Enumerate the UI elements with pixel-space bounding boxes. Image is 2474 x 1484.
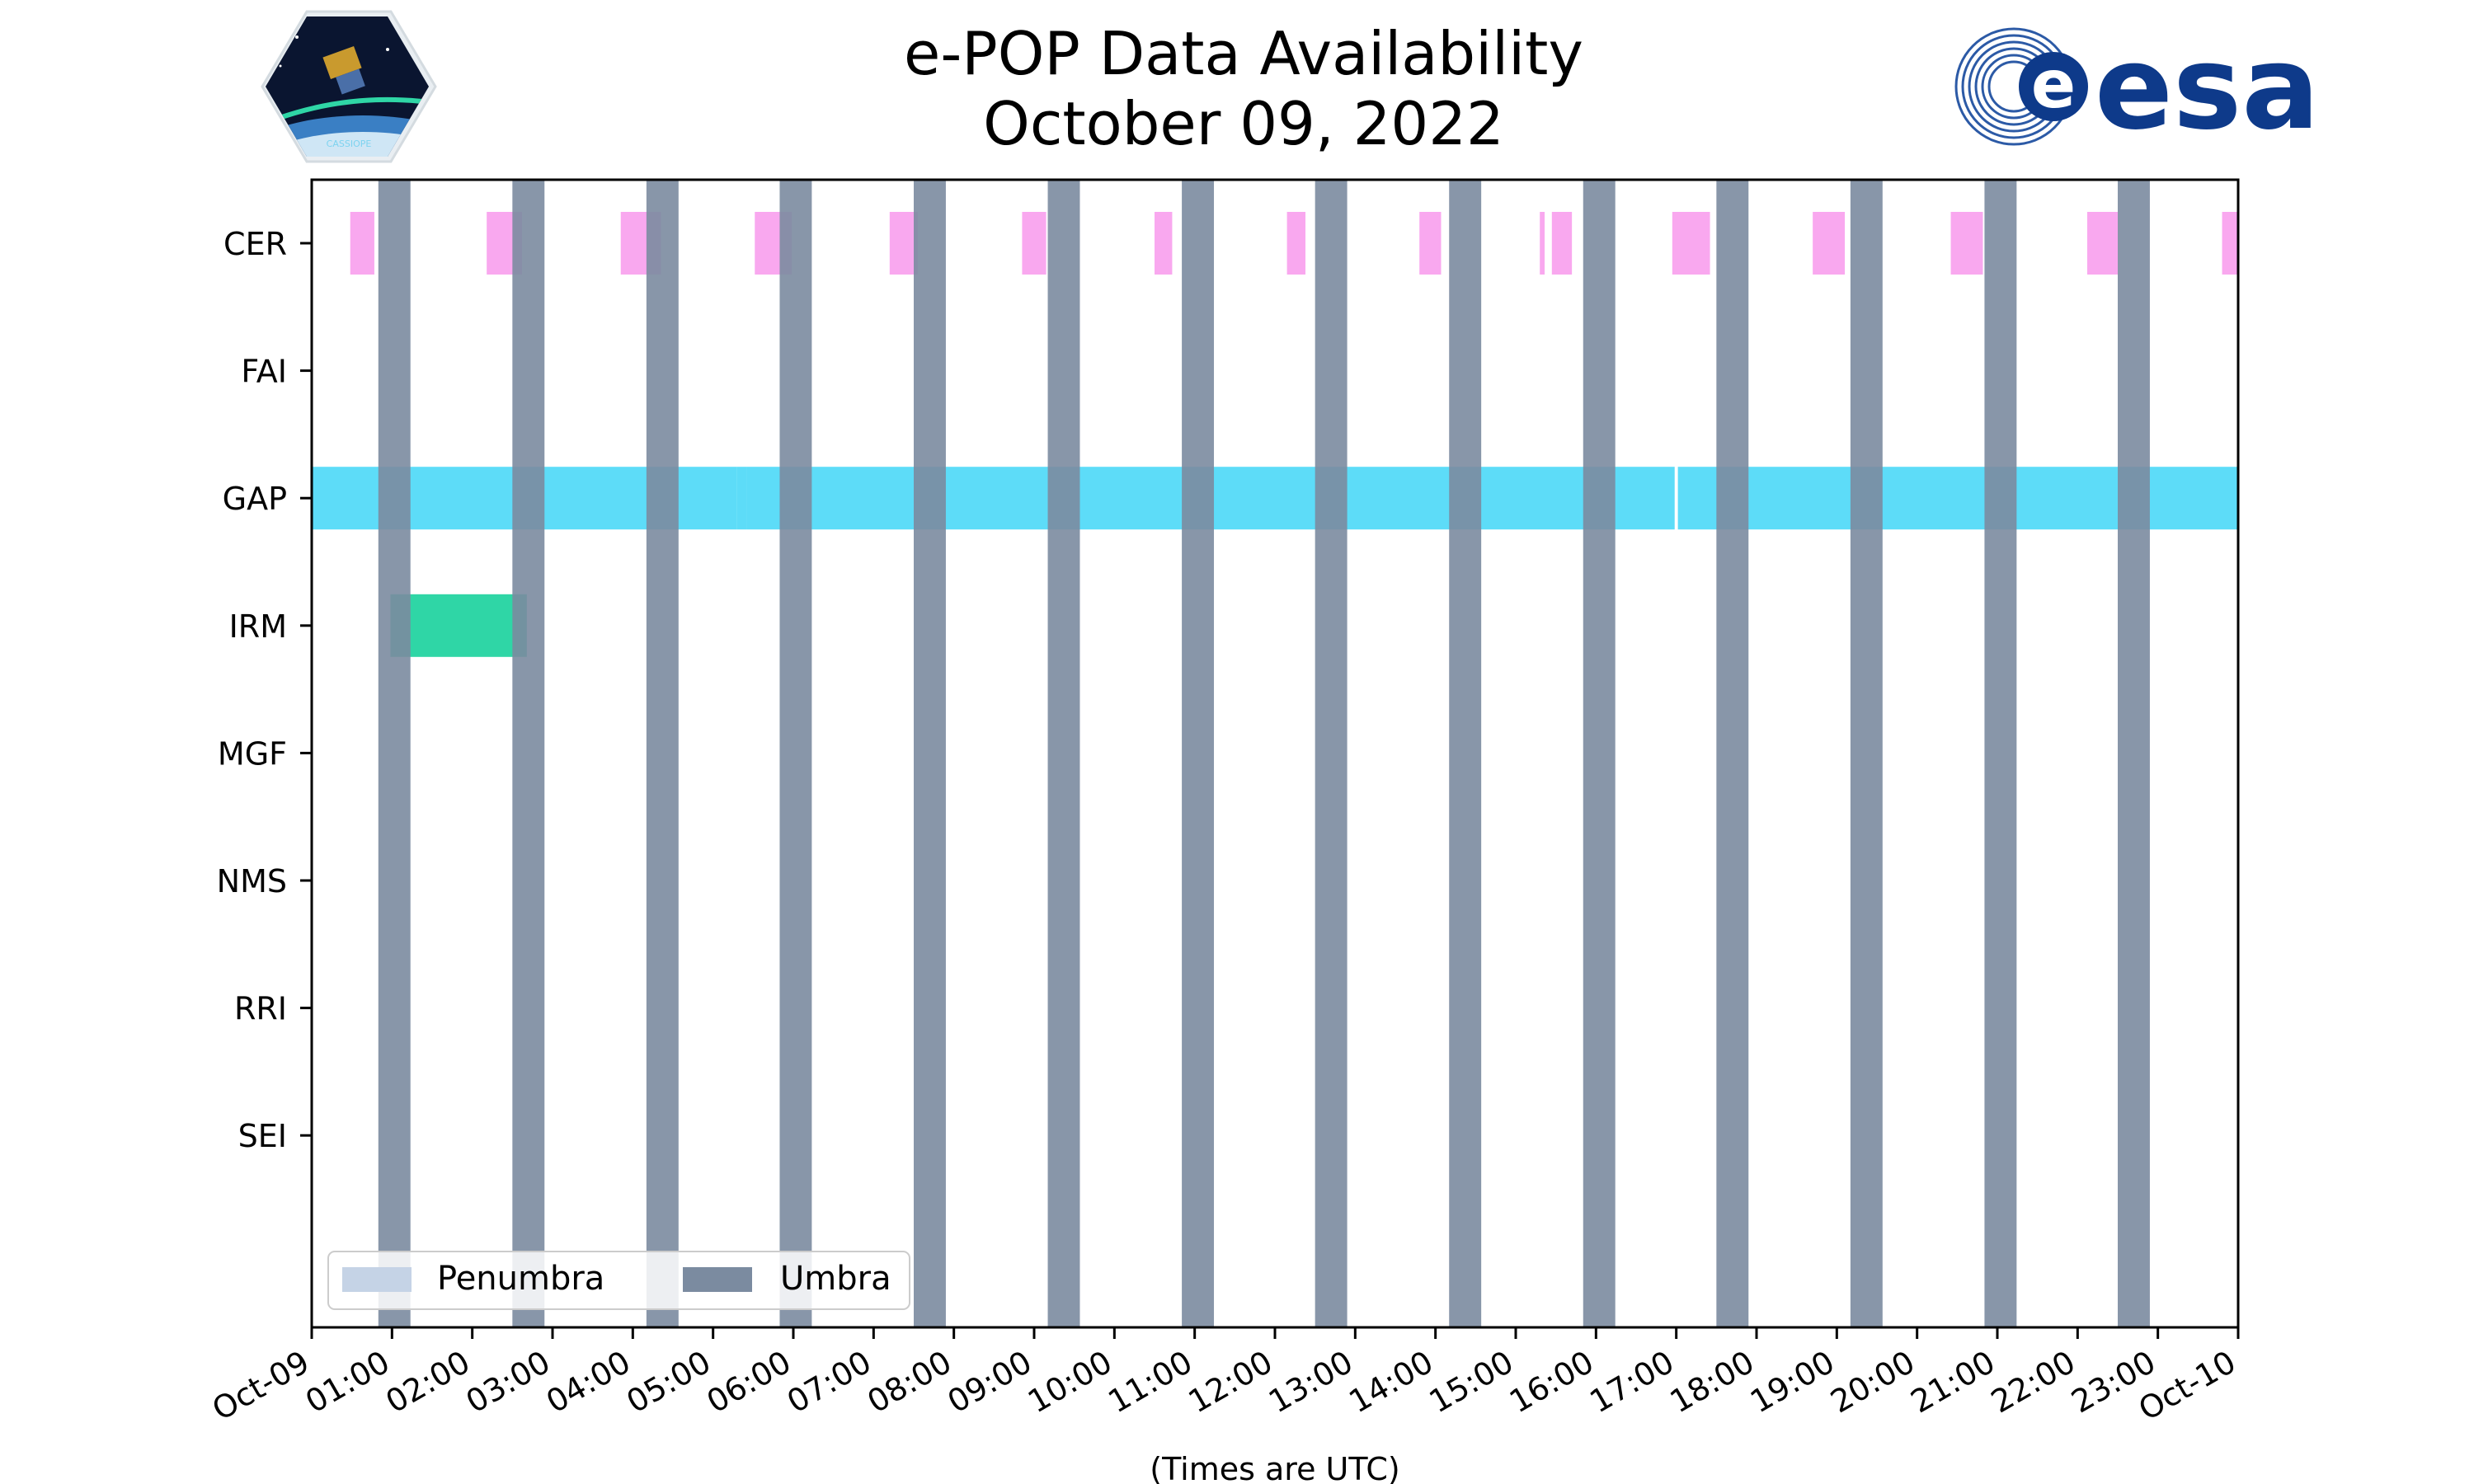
bar-cer bbox=[1155, 212, 1173, 275]
legend-swatch-penumbra bbox=[342, 1267, 412, 1292]
umbra-band bbox=[1583, 180, 1616, 1327]
x-axis-label: (Times are UTC) bbox=[1150, 1451, 1399, 1484]
x-tick-label: 10:00 bbox=[1022, 1344, 1118, 1421]
y-tick-label-rri: RRI bbox=[234, 991, 287, 1027]
y-tick-label-fai: FAI bbox=[241, 354, 287, 390]
y-tick-label-nms: NMS bbox=[217, 863, 287, 899]
bar-cer bbox=[1540, 212, 1545, 275]
bar-gap bbox=[1677, 467, 2238, 530]
x-tick-label: 22:00 bbox=[1985, 1344, 2081, 1421]
bar-cer bbox=[1286, 212, 1305, 275]
x-tick-label: 19:00 bbox=[1744, 1344, 1841, 1421]
umbra-band bbox=[1449, 180, 1482, 1327]
svg-text:CASSIOPE: CASSIOPE bbox=[327, 139, 372, 149]
bar-cer bbox=[350, 212, 374, 275]
umbra-band bbox=[1182, 180, 1215, 1327]
umbra-band bbox=[1984, 180, 2017, 1327]
legend-label-umbra: Umbra bbox=[780, 1260, 891, 1298]
umbra-band bbox=[378, 180, 411, 1327]
bar-cer bbox=[1419, 212, 1442, 275]
x-tick-label: 21:00 bbox=[1905, 1344, 2001, 1421]
legend-swatch-umbra bbox=[683, 1267, 752, 1292]
umbra-band bbox=[646, 180, 679, 1327]
umbra-band bbox=[512, 180, 545, 1327]
bar-cer bbox=[1950, 212, 1983, 275]
x-tick-label: 15:00 bbox=[1423, 1344, 1520, 1421]
legend-label-penumbra: Penumbra bbox=[437, 1260, 604, 1298]
x-tick-label: 18:00 bbox=[1664, 1344, 1761, 1421]
umbra-band bbox=[914, 180, 946, 1327]
availability-bars bbox=[312, 212, 2238, 657]
bar-gap bbox=[736, 467, 747, 530]
umbra-band bbox=[1850, 180, 1883, 1327]
x-tick-label: 16:00 bbox=[1503, 1344, 1600, 1421]
y-tick-label-gap: GAP bbox=[223, 481, 287, 517]
chart-subtitle: October 09, 2022 bbox=[983, 89, 1504, 158]
plot-frame bbox=[310, 178, 2240, 1329]
legend: Penumbra Umbra bbox=[327, 1251, 910, 1310]
bar-cer bbox=[889, 212, 918, 275]
y-tick-label-mgf: MGF bbox=[218, 735, 287, 772]
x-tick-label: 09:00 bbox=[942, 1344, 1038, 1421]
umbra-band bbox=[1315, 180, 1348, 1327]
umbra-band bbox=[779, 180, 812, 1327]
x-tick-label: 02:00 bbox=[379, 1344, 476, 1421]
svg-text:e: e bbox=[2031, 46, 2076, 123]
bar-irm bbox=[390, 594, 527, 657]
umbra-band bbox=[1716, 180, 1749, 1327]
x-tick-label: 11:00 bbox=[1102, 1344, 1198, 1421]
umbra-bands bbox=[378, 180, 2150, 1327]
y-axis: CER FAI GAP IRM MGF NMS RRI SEI bbox=[217, 226, 312, 1154]
y-tick-label-cer: CER bbox=[223, 226, 287, 262]
bar-cer bbox=[1022, 212, 1047, 275]
chart-title: e-POP Data Availability bbox=[904, 19, 1583, 88]
x-tick-label: 05:00 bbox=[620, 1344, 717, 1421]
y-tick-label-sei: SEI bbox=[238, 1118, 287, 1154]
x-tick-label: 20:00 bbox=[1824, 1344, 1921, 1421]
bar-cer bbox=[2222, 212, 2238, 275]
esa-logo-text: esa bbox=[2095, 21, 2320, 156]
x-tick-label: 17:00 bbox=[1583, 1344, 1680, 1421]
x-tick-label: 08:00 bbox=[861, 1344, 957, 1421]
bar-cer bbox=[2087, 212, 2118, 275]
bar-cer bbox=[1672, 212, 1710, 275]
bar-cer bbox=[1551, 212, 1573, 275]
umbra-band bbox=[1047, 180, 1080, 1327]
x-tick-label: 03:00 bbox=[460, 1344, 557, 1421]
x-axis: Oct-0901:0002:0003:0004:0005:0006:0007:0… bbox=[206, 1327, 2242, 1428]
bar-cer bbox=[1813, 212, 1846, 275]
y-tick-label-irm: IRM bbox=[229, 608, 287, 645]
x-tick-label: 06:00 bbox=[701, 1344, 797, 1421]
x-tick-label: Oct-09 bbox=[206, 1344, 316, 1428]
x-tick-label: 07:00 bbox=[781, 1344, 877, 1421]
x-tick-label: 12:00 bbox=[1183, 1344, 1279, 1421]
x-tick-label: 01:00 bbox=[299, 1344, 396, 1421]
umbra-band bbox=[2118, 180, 2150, 1327]
x-tick-label: 13:00 bbox=[1263, 1344, 1359, 1421]
x-tick-label: 04:00 bbox=[540, 1344, 637, 1421]
esa-logo: e esa bbox=[1954, 21, 2320, 156]
x-tick-label: 14:00 bbox=[1343, 1344, 1439, 1421]
